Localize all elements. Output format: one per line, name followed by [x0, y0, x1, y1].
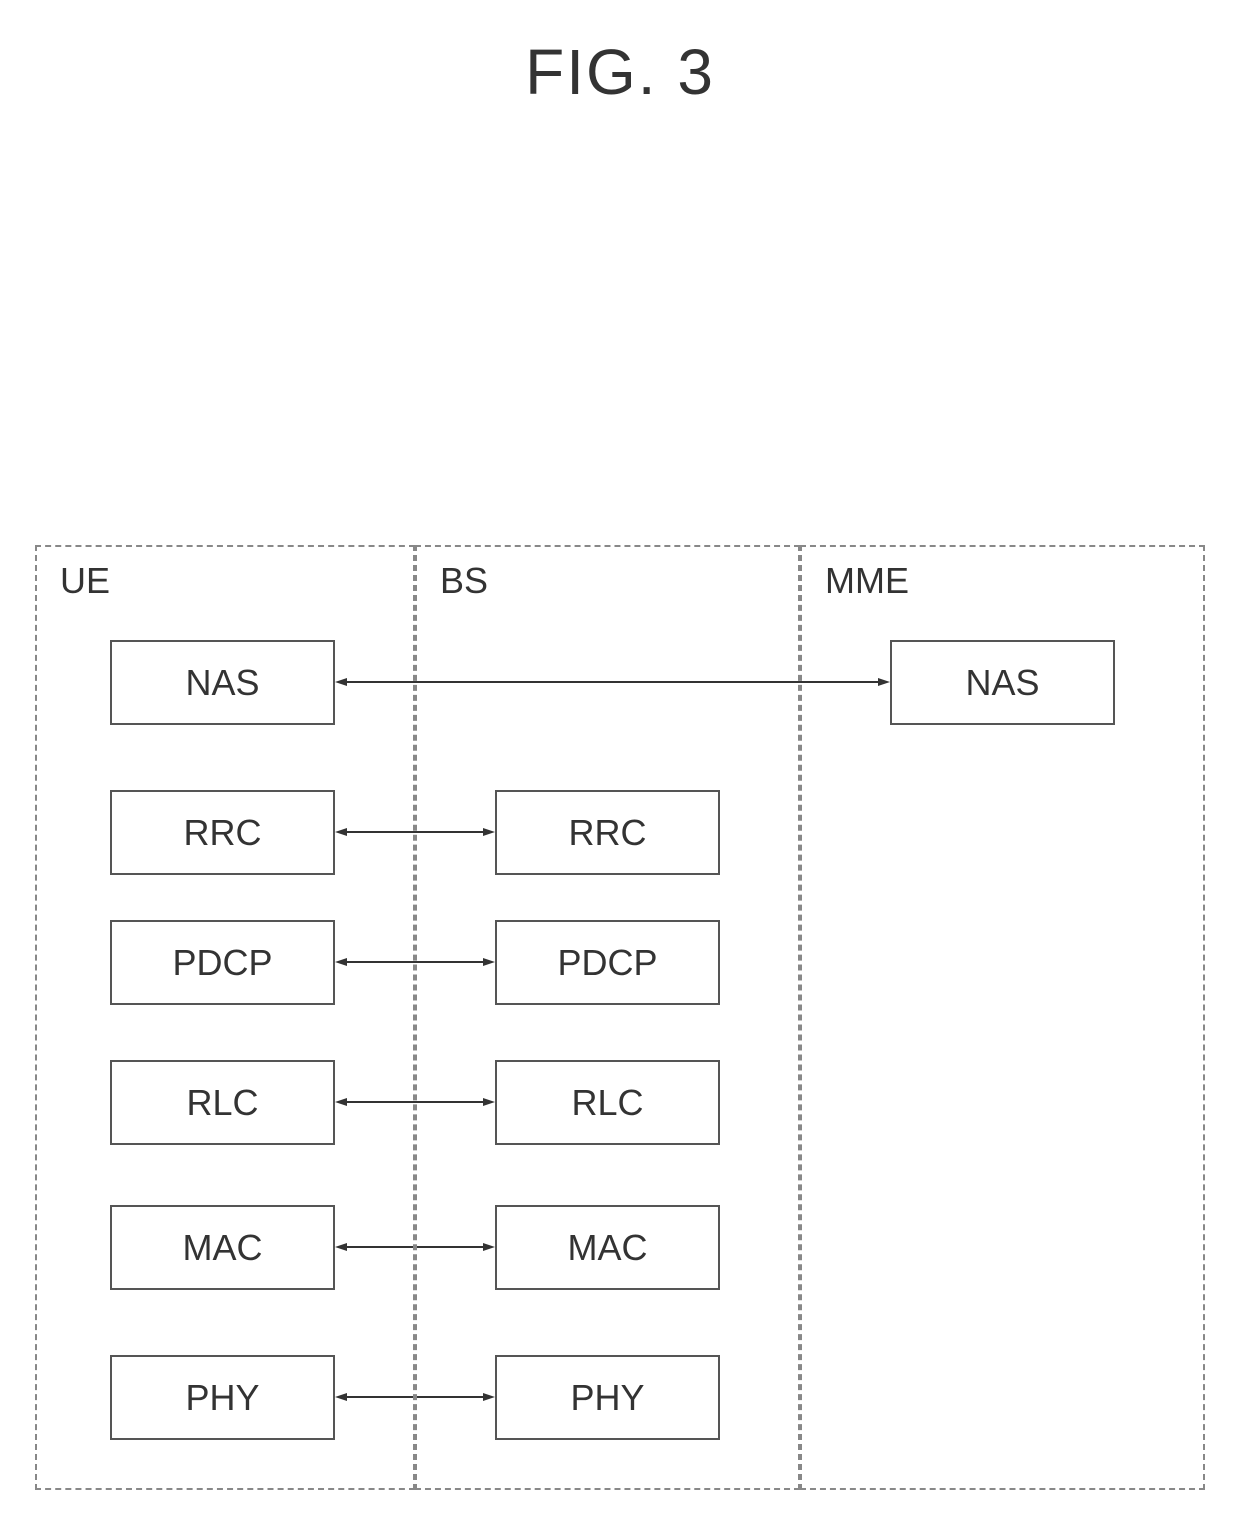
- figure-title: FIG. 3: [0, 35, 1240, 109]
- entity-label-ue: UE: [60, 560, 110, 602]
- layer-bs-mac: MAC: [495, 1205, 720, 1290]
- layer-bs-rrc: RRC: [495, 790, 720, 875]
- layer-bs-phy: PHY: [495, 1355, 720, 1440]
- layer-ue-phy: PHY: [110, 1355, 335, 1440]
- layer-ue-pdcp: PDCP: [110, 920, 335, 1005]
- layer-ue-nas: NAS: [110, 640, 335, 725]
- entity-label-mme: MME: [825, 560, 909, 602]
- layer-mme-nas: NAS: [890, 640, 1115, 725]
- layer-ue-rlc: RLC: [110, 1060, 335, 1145]
- entity-label-bs: BS: [440, 560, 488, 602]
- layer-ue-rrc: RRC: [110, 790, 335, 875]
- layer-bs-pdcp: PDCP: [495, 920, 720, 1005]
- layer-ue-mac: MAC: [110, 1205, 335, 1290]
- layer-bs-rlc: RLC: [495, 1060, 720, 1145]
- entity-bs: [415, 545, 800, 1490]
